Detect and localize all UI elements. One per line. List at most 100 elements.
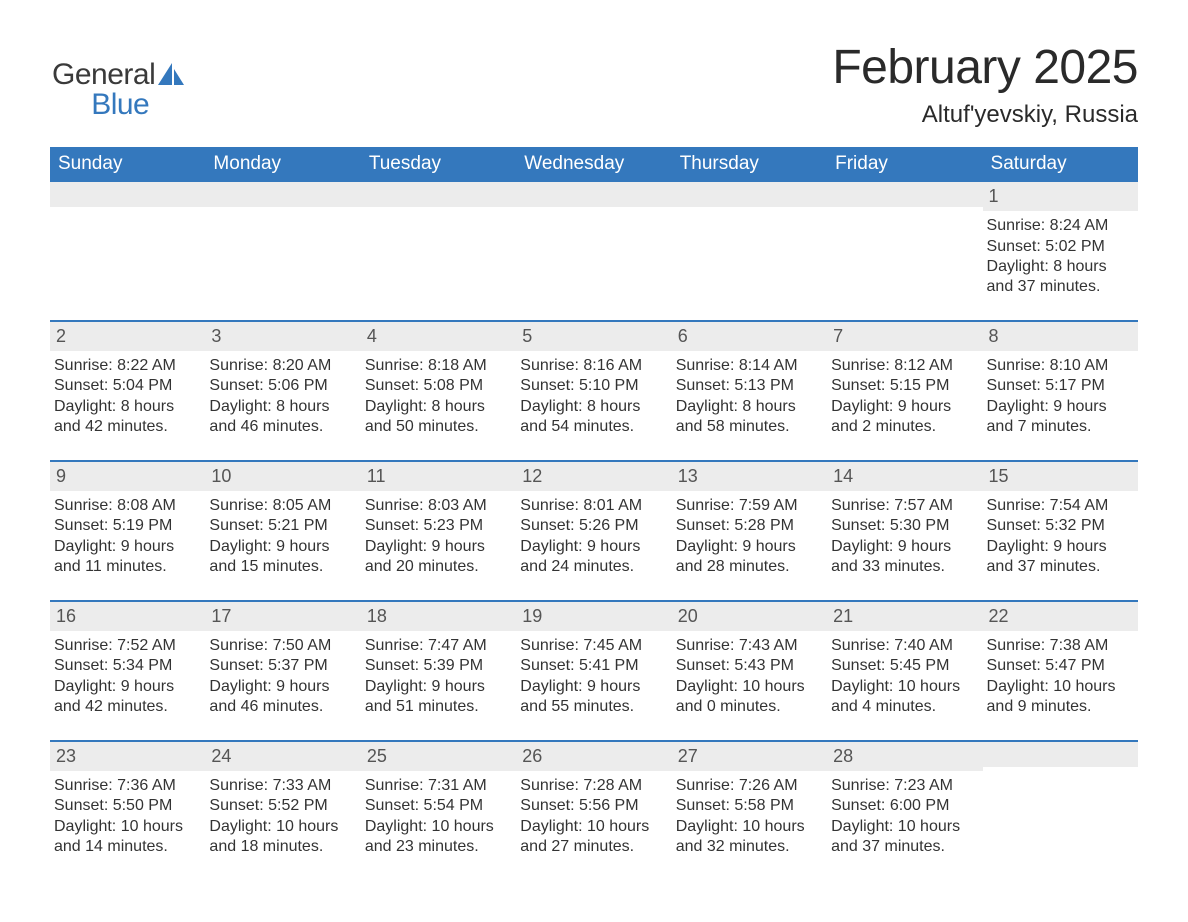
cell-body: Sunrise: 8:22 AMSunset: 5:04 PMDaylight:… (50, 351, 205, 442)
calendar-cell: 23Sunrise: 7:36 AMSunset: 5:50 PMDayligh… (50, 742, 205, 862)
cell-line: Daylight: 10 hours (676, 817, 823, 837)
cell-body: Sunrise: 8:18 AMSunset: 5:08 PMDaylight:… (361, 351, 516, 442)
cell-body: Sunrise: 7:54 AMSunset: 5:32 PMDaylight:… (983, 491, 1138, 582)
cell-line: Sunrise: 8:03 AM (365, 496, 512, 516)
cell-line: Sunset: 5:41 PM (520, 656, 667, 676)
day-number: 18 (361, 602, 516, 631)
cell-line: Daylight: 10 hours (209, 817, 356, 837)
cell-line: Sunrise: 8:18 AM (365, 356, 512, 376)
cell-line: and 51 minutes. (365, 697, 512, 717)
cell-body: Sunrise: 7:23 AMSunset: 6:00 PMDaylight:… (827, 771, 982, 862)
cell-body: Sunrise: 8:12 AMSunset: 5:15 PMDaylight:… (827, 351, 982, 442)
day-number (361, 182, 516, 207)
calendar-cell (361, 182, 516, 302)
cell-line: Daylight: 9 hours (520, 537, 667, 557)
day-number (827, 182, 982, 207)
cell-line: Daylight: 10 hours (676, 677, 823, 697)
cell-line: Sunrise: 7:54 AM (987, 496, 1134, 516)
cell-line: Sunrise: 7:50 AM (209, 636, 356, 656)
dow-saturday: Saturday (983, 147, 1138, 182)
cell-line: Daylight: 9 hours (987, 397, 1134, 417)
day-number: 19 (516, 602, 671, 631)
logo-word-blue: Blue (91, 88, 149, 121)
cell-line: and 37 minutes. (987, 277, 1134, 297)
cell-body (516, 207, 671, 216)
cell-line: Sunset: 5:34 PM (54, 656, 201, 676)
day-number (50, 182, 205, 207)
cell-body (50, 207, 205, 216)
cell-line: Daylight: 9 hours (676, 537, 823, 557)
cell-line: Sunset: 5:47 PM (987, 656, 1134, 676)
cell-line: Daylight: 9 hours (831, 537, 978, 557)
cell-line: Sunset: 5:10 PM (520, 376, 667, 396)
cell-line: Sunrise: 7:43 AM (676, 636, 823, 656)
cell-body: Sunrise: 7:50 AMSunset: 5:37 PMDaylight:… (205, 631, 360, 722)
cell-line: and 37 minutes. (987, 557, 1134, 577)
cell-line: Sunset: 5:56 PM (520, 796, 667, 816)
cell-line: and 37 minutes. (831, 837, 978, 857)
calendar-cell: 1Sunrise: 8:24 AMSunset: 5:02 PMDaylight… (983, 182, 1138, 302)
cell-line: Sunset: 5:50 PM (54, 796, 201, 816)
day-number: 9 (50, 462, 205, 491)
day-number: 2 (50, 322, 205, 351)
cell-line: Sunset: 5:19 PM (54, 516, 201, 536)
logo-sail-icon (158, 63, 186, 87)
cell-line: Sunrise: 8:01 AM (520, 496, 667, 516)
day-of-week-row: Sunday Monday Tuesday Wednesday Thursday… (50, 147, 1138, 182)
cell-body: Sunrise: 8:10 AMSunset: 5:17 PMDaylight:… (983, 351, 1138, 442)
cell-body: Sunrise: 7:57 AMSunset: 5:30 PMDaylight:… (827, 491, 982, 582)
calendar-cell: 28Sunrise: 7:23 AMSunset: 6:00 PMDayligh… (827, 742, 982, 862)
calendar-cell: 10Sunrise: 8:05 AMSunset: 5:21 PMDayligh… (205, 462, 360, 582)
calendar-cell: 2Sunrise: 8:22 AMSunset: 5:04 PMDaylight… (50, 322, 205, 442)
day-number: 21 (827, 602, 982, 631)
day-number: 26 (516, 742, 671, 771)
cell-line: Sunset: 5:23 PM (365, 516, 512, 536)
day-number: 13 (672, 462, 827, 491)
month-title: February 2025 (832, 40, 1138, 95)
day-number: 4 (361, 322, 516, 351)
cell-body: Sunrise: 7:52 AMSunset: 5:34 PMDaylight:… (50, 631, 205, 722)
calendar-cell (205, 182, 360, 302)
day-number: 7 (827, 322, 982, 351)
cell-line: Sunrise: 7:45 AM (520, 636, 667, 656)
cell-line: Daylight: 8 hours (54, 397, 201, 417)
cell-line: and 24 minutes. (520, 557, 667, 577)
day-number: 11 (361, 462, 516, 491)
cell-line: Sunset: 5:04 PM (54, 376, 201, 396)
calendar-cell: 21Sunrise: 7:40 AMSunset: 5:45 PMDayligh… (827, 602, 982, 722)
cell-body: Sunrise: 7:47 AMSunset: 5:39 PMDaylight:… (361, 631, 516, 722)
cell-body: Sunrise: 7:33 AMSunset: 5:52 PMDaylight:… (205, 771, 360, 862)
cell-line: Sunset: 5:08 PM (365, 376, 512, 396)
day-number: 23 (50, 742, 205, 771)
cell-line: Daylight: 8 hours (676, 397, 823, 417)
cell-line: Daylight: 8 hours (365, 397, 512, 417)
logo-word-general: General (52, 58, 155, 91)
cell-body: Sunrise: 8:14 AMSunset: 5:13 PMDaylight:… (672, 351, 827, 442)
cell-line: and 42 minutes. (54, 417, 201, 437)
cell-line: Daylight: 9 hours (54, 677, 201, 697)
location-label: Altuf'yevskiy, Russia (832, 101, 1138, 129)
cell-line: Sunset: 5:02 PM (987, 237, 1134, 257)
day-number: 10 (205, 462, 360, 491)
cell-body: Sunrise: 8:16 AMSunset: 5:10 PMDaylight:… (516, 351, 671, 442)
cell-line: Daylight: 9 hours (365, 677, 512, 697)
cell-line: and 4 minutes. (831, 697, 978, 717)
cell-line: Sunset: 6:00 PM (831, 796, 978, 816)
day-number: 17 (205, 602, 360, 631)
cell-line: Sunrise: 8:24 AM (987, 216, 1134, 236)
cell-body: Sunrise: 8:05 AMSunset: 5:21 PMDaylight:… (205, 491, 360, 582)
cell-line: Sunrise: 7:36 AM (54, 776, 201, 796)
dow-friday: Friday (827, 147, 982, 182)
cell-body: Sunrise: 7:45 AMSunset: 5:41 PMDaylight:… (516, 631, 671, 722)
cell-line: Sunset: 5:06 PM (209, 376, 356, 396)
cell-line: and 46 minutes. (209, 417, 356, 437)
cell-line: Daylight: 9 hours (365, 537, 512, 557)
cell-line: and 20 minutes. (365, 557, 512, 577)
cell-body: Sunrise: 8:24 AMSunset: 5:02 PMDaylight:… (983, 211, 1138, 302)
cell-line: Sunrise: 7:23 AM (831, 776, 978, 796)
calendar-cell: 25Sunrise: 7:31 AMSunset: 5:54 PMDayligh… (361, 742, 516, 862)
day-number: 16 (50, 602, 205, 631)
cell-line: Sunrise: 8:10 AM (987, 356, 1134, 376)
calendar: Sunday Monday Tuesday Wednesday Thursday… (50, 147, 1138, 862)
day-number: 8 (983, 322, 1138, 351)
